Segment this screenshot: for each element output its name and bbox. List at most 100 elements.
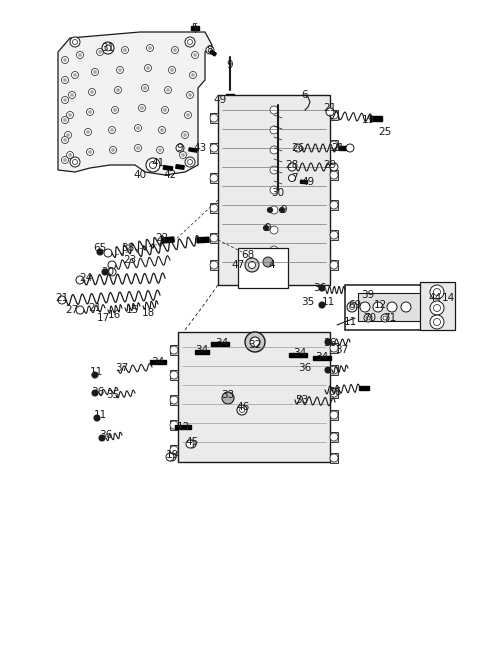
Bar: [330, 388, 338, 398]
Circle shape: [430, 315, 444, 329]
Bar: [330, 200, 338, 210]
Polygon shape: [300, 180, 308, 184]
Text: 46: 46: [236, 402, 250, 412]
Circle shape: [364, 314, 372, 322]
Circle shape: [264, 225, 268, 231]
Text: 12: 12: [373, 300, 386, 310]
Text: 36: 36: [99, 430, 113, 440]
Circle shape: [164, 109, 167, 111]
Polygon shape: [210, 50, 216, 56]
Bar: [210, 260, 218, 270]
Bar: [218, 95, 330, 285]
Circle shape: [181, 153, 184, 157]
Circle shape: [123, 48, 127, 52]
Circle shape: [144, 86, 146, 90]
Circle shape: [330, 389, 338, 397]
Circle shape: [170, 421, 178, 429]
Circle shape: [347, 302, 357, 312]
Text: 69: 69: [348, 300, 361, 310]
Circle shape: [245, 332, 265, 352]
Polygon shape: [338, 146, 349, 150]
Text: 68: 68: [241, 250, 254, 260]
Text: 34: 34: [151, 357, 165, 367]
Circle shape: [210, 144, 218, 152]
Polygon shape: [175, 425, 191, 429]
Bar: [358, 293, 423, 321]
Circle shape: [188, 440, 196, 448]
Circle shape: [70, 37, 80, 47]
Circle shape: [99, 435, 105, 441]
Circle shape: [73, 73, 76, 77]
Circle shape: [158, 126, 166, 134]
Text: 11: 11: [94, 410, 107, 420]
Circle shape: [176, 144, 184, 152]
Bar: [330, 432, 338, 442]
Text: 14: 14: [442, 293, 455, 303]
Circle shape: [170, 69, 173, 71]
Circle shape: [86, 109, 94, 115]
Circle shape: [61, 136, 69, 143]
Text: 44: 44: [428, 293, 442, 303]
Polygon shape: [58, 32, 212, 175]
Bar: [210, 203, 218, 213]
Circle shape: [141, 107, 144, 109]
Circle shape: [222, 392, 234, 404]
Text: 8: 8: [207, 45, 213, 55]
Circle shape: [330, 231, 338, 239]
Circle shape: [96, 48, 104, 56]
Circle shape: [165, 86, 171, 94]
Text: 39: 39: [361, 290, 374, 300]
Circle shape: [117, 88, 120, 92]
Bar: [330, 260, 338, 270]
Circle shape: [190, 71, 196, 79]
Circle shape: [206, 46, 214, 54]
Polygon shape: [163, 166, 173, 170]
Text: 36: 36: [324, 338, 336, 348]
Text: 11: 11: [322, 297, 335, 307]
Text: 17: 17: [96, 313, 109, 323]
Circle shape: [373, 302, 383, 312]
Text: 23: 23: [123, 255, 137, 265]
Circle shape: [67, 134, 70, 136]
Circle shape: [187, 92, 193, 98]
Circle shape: [249, 261, 255, 269]
Circle shape: [270, 146, 278, 154]
Circle shape: [88, 88, 96, 96]
Circle shape: [294, 144, 302, 152]
Text: 25: 25: [378, 127, 392, 137]
Text: 35: 35: [107, 390, 120, 400]
Text: 36: 36: [313, 283, 326, 293]
Text: 41: 41: [151, 158, 165, 168]
Circle shape: [94, 71, 96, 73]
Circle shape: [279, 208, 285, 212]
Circle shape: [187, 113, 190, 117]
Circle shape: [142, 84, 148, 92]
Bar: [330, 343, 338, 353]
Text: 37: 37: [336, 345, 348, 355]
Text: 42: 42: [163, 170, 177, 180]
Text: 20: 20: [101, 267, 115, 277]
Polygon shape: [195, 350, 209, 354]
Bar: [210, 173, 218, 183]
Text: 21: 21: [55, 293, 69, 303]
Bar: [330, 410, 338, 420]
Polygon shape: [370, 115, 382, 121]
Bar: [170, 395, 178, 405]
Bar: [170, 370, 178, 380]
Text: 53: 53: [295, 395, 309, 405]
Circle shape: [270, 166, 278, 174]
Circle shape: [76, 306, 84, 314]
Polygon shape: [176, 164, 184, 169]
Text: 24: 24: [79, 273, 93, 283]
Circle shape: [270, 106, 278, 114]
Text: 49: 49: [214, 95, 227, 105]
Circle shape: [245, 258, 259, 272]
Circle shape: [288, 163, 296, 171]
Bar: [178, 332, 330, 462]
Circle shape: [67, 151, 73, 159]
Circle shape: [67, 111, 73, 119]
Circle shape: [61, 117, 69, 124]
Text: 31: 31: [101, 43, 115, 53]
Circle shape: [270, 246, 278, 254]
Circle shape: [61, 56, 69, 64]
